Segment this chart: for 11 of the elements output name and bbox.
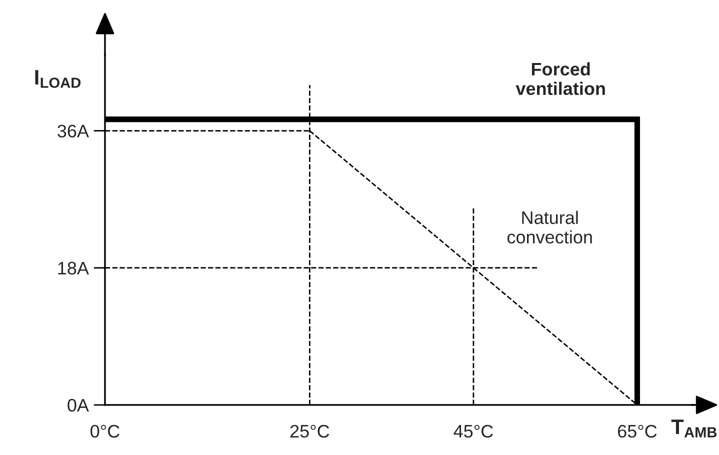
y-tick-label: 0A: [68, 398, 89, 412]
y-axis-title: I$_{LOAD}$: [35, 70, 81, 88]
text: Natural convection: [507, 210, 592, 244]
x-tick-label: 0°C: [90, 424, 120, 438]
x-tick-label: 65°C: [618, 424, 657, 438]
series-label: Forced ventilation: [516, 62, 605, 96]
y-tick-label: 36A: [58, 124, 89, 138]
y-tick-label: 18A: [58, 262, 89, 275]
x-axis-title: T$_{AMB}$: [671, 420, 717, 438]
x-tick-label: 45°C: [454, 424, 493, 438]
x-tick-label: 25°C: [290, 424, 330, 438]
